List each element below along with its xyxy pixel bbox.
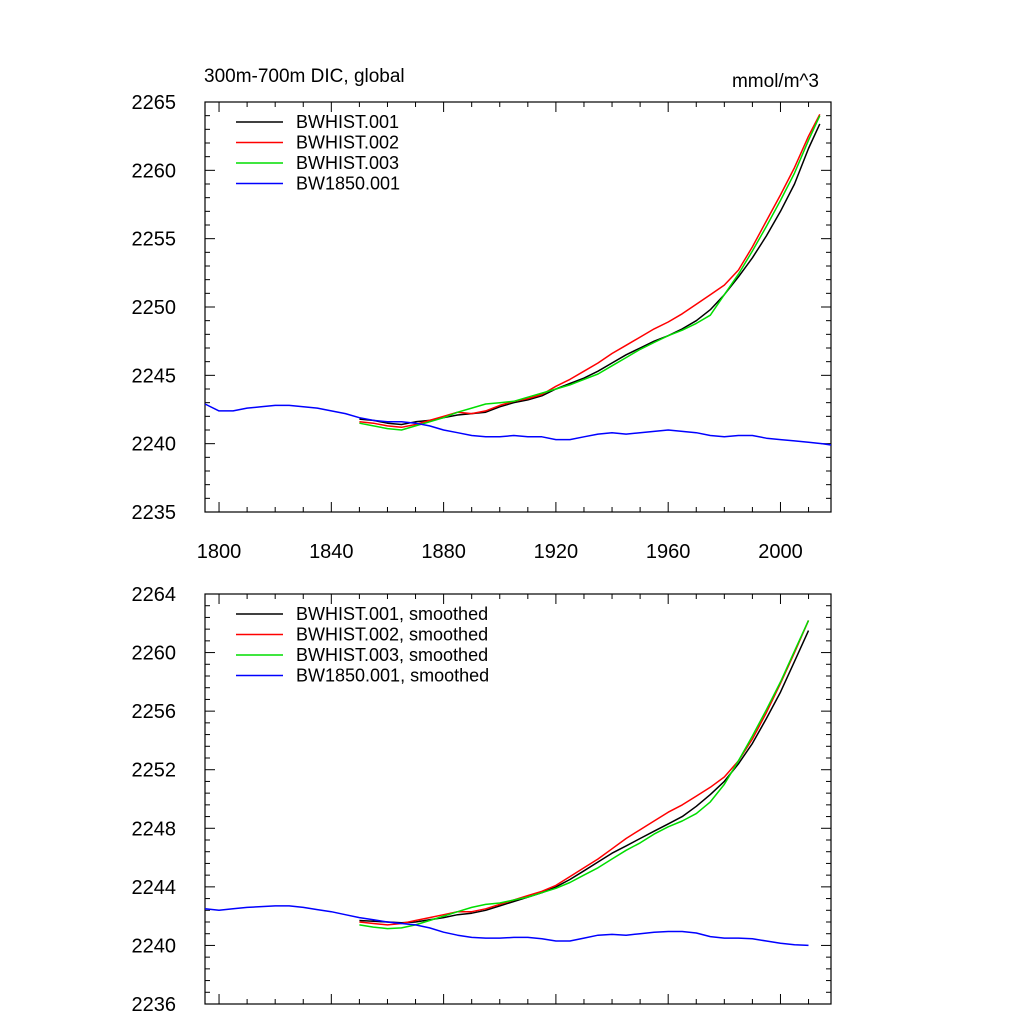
y-tick-label: 2264 [132, 584, 177, 606]
legend-label: BWHIST.001, smoothed [296, 604, 488, 624]
legend-label: BWHIST.001 [296, 112, 399, 132]
x-tick-label: 1880 [421, 541, 466, 563]
x-tick-label: 1920 [534, 541, 579, 563]
y-tick-label: 2245 [132, 365, 177, 387]
bottom-panel: 2236 2240 2244 2248 2252 2256 2260 2264 BWHIST.0… [132, 584, 832, 1016]
plot-frame [204, 593, 832, 1005]
y-tick-label: 2248 [132, 818, 177, 840]
legend-label: BW1850.001 [296, 174, 400, 194]
y-tick-label: 2252 [132, 760, 177, 782]
series-line-2 [359, 115, 821, 431]
legend-label: BW1850.001, smoothed [296, 666, 489, 686]
panel-title: 300m-700m DIC, global [204, 66, 405, 87]
legend-label: BWHIST.002 [296, 133, 399, 153]
y-tick-label: 2235 [132, 502, 177, 524]
series-line-3 [204, 403, 832, 446]
y-tick-label: 2265 [132, 92, 177, 114]
y-tick-label: 2240 [132, 434, 177, 456]
series-line-1 [359, 620, 810, 926]
legend-label: BWHIST.003, smoothed [296, 645, 488, 665]
y-tick-label: 2255 [132, 229, 177, 251]
x-tick-label: 1960 [646, 541, 691, 563]
series-line-1 [359, 113, 821, 429]
y-tick-label: 2236 [132, 994, 177, 1016]
legend-label: BWHIST.003 [296, 153, 399, 173]
y-tick-label: 2256 [132, 701, 177, 723]
unit-label: mmol/m^3 [732, 71, 819, 92]
y-tick-label: 2250 [132, 297, 177, 319]
series-line-2 [359, 620, 810, 930]
x-tick-label: 1840 [309, 541, 354, 563]
top-panel: 300m-700m DIC, global mmol/m^3 2235 2240 2… [132, 66, 832, 563]
series-line-3 [204, 905, 809, 947]
y-tick-label: 2240 [132, 935, 177, 957]
legend-label: BWHIST.002, smoothed [296, 625, 488, 645]
y-tick-label: 2244 [132, 877, 177, 899]
x-tick-label: 2000 [758, 541, 803, 563]
y-tick-label: 2260 [132, 160, 177, 182]
y-tick-label: 2260 [132, 643, 177, 665]
x-tick-label: 1800 [197, 541, 242, 563]
series-line-0 [359, 123, 821, 426]
